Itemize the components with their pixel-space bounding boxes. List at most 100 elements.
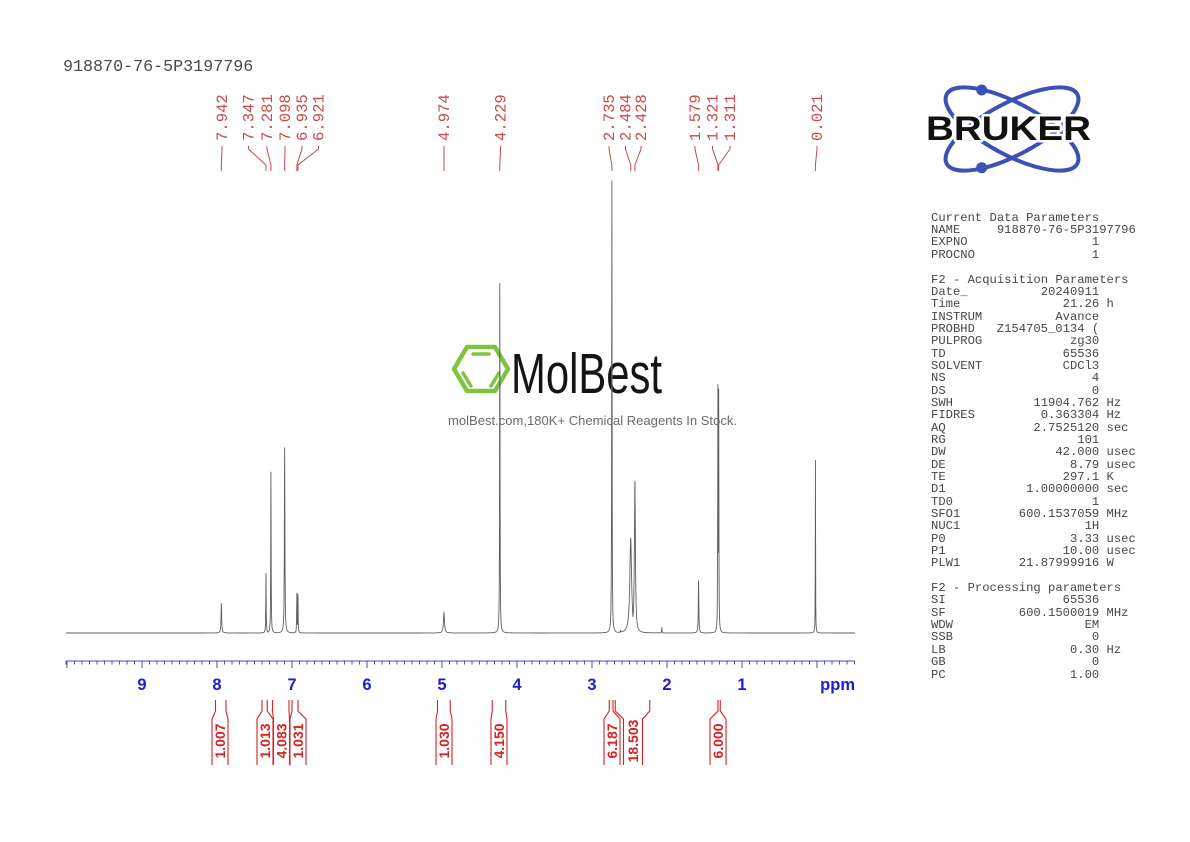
nmr-spectrum-trace [65, 180, 856, 634]
x-axis-tick-label: 4 [512, 676, 522, 694]
parameter-label: SI [931, 593, 946, 608]
parameter-row: TD 65536 [931, 346, 1181, 361]
peak-label-connector [814, 146, 818, 171]
integral-value: 1.031 [290, 723, 306, 758]
parameter-row: D1 1.00000000 sec [931, 482, 1181, 497]
parameter-unit: usec [1106, 544, 1136, 559]
parameter-label: PROCNO [931, 247, 975, 262]
parameter-value: 0.30 [1069, 642, 1100, 657]
parameter-row: SWH 11904.762 Hz [931, 395, 1181, 410]
peak-label: 2.484 [618, 94, 636, 141]
bruker-logo: BRUKER [924, 84, 1094, 174]
parameter-value: 42.000 [1055, 445, 1100, 460]
watermark-brand: MolBest [511, 342, 662, 406]
parameter-value: 1.00000000 [1026, 482, 1100, 497]
peak-label-connector [220, 146, 223, 171]
parameter-row: PC 1.00 [931, 667, 1181, 682]
parameter-label: DS [931, 383, 946, 398]
integral-bracket [614, 700, 651, 765]
parameter-row: SI 65536 [931, 593, 1181, 608]
parameter-unit: sec [1106, 420, 1129, 435]
parameter-value: 65536 [1062, 593, 1100, 608]
parameter-unit: usec [1106, 445, 1136, 460]
parameter-row: SOLVENT CDCl3 [931, 358, 1181, 373]
parameter-section: F2 - Processing parameters SI 65536 SF 600.1… [931, 582, 1181, 681]
parameter-value: 65536 [1062, 346, 1100, 361]
parameter-value: 3.33 [1069, 531, 1100, 546]
parameter-label: SSB [931, 630, 953, 645]
parameter-value: 10.00 [1062, 544, 1100, 559]
parameter-row: TD0 1 [931, 494, 1181, 509]
parameter-value: 4 [1091, 371, 1100, 386]
peak-label-connector [297, 146, 319, 171]
peak-label: 0.021 [809, 94, 827, 141]
parameter-label: DW [931, 445, 946, 460]
parameter-row: NS 4 [931, 371, 1181, 386]
parameter-value: 1.00 [1069, 667, 1100, 682]
parameter-row: DS 0 [931, 383, 1181, 398]
peak-label: 1.311 [722, 94, 740, 141]
x-axis-ticks [65, 661, 855, 668]
parameter-value: CDCl3 [1062, 358, 1100, 373]
peak-label-connector [634, 146, 642, 171]
x-axis-tick-label: 9 [137, 676, 146, 694]
parameter-label: SWH [931, 395, 953, 410]
parameter-label: PLW1 [931, 556, 961, 571]
parameter-value: 1 [1091, 494, 1100, 509]
integral-bracket [289, 700, 307, 765]
peak-label-connector [712, 146, 719, 171]
parameter-value: Avance [1055, 309, 1100, 324]
peak-label-connector [296, 146, 303, 171]
orbit-ellipse-1 [943, 85, 1081, 173]
integral-regions: 1.007 1.013 4.083 1.031 1.030 4.150 6.187 18.50… [211, 700, 727, 765]
integral-value: 4.083 [274, 723, 290, 758]
parameter-unit: K [1106, 470, 1114, 485]
parameter-row: Date_ 20240911 [931, 286, 1181, 299]
parameter-label: SOLVENT [931, 358, 983, 373]
parameter-listing: Current Data Parameters NAME 918870-76-5P3… [931, 211, 1181, 681]
parameter-row: Time 21.26 h [931, 298, 1181, 311]
x-axis: 9 8 7 6 5 4 3 2 1 ppm [65, 660, 855, 694]
parameter-section-title: F2 - Acquisition Parameters [931, 272, 1129, 287]
peak-label-connector [248, 146, 267, 171]
parameter-unit: sec [1106, 482, 1129, 497]
parameter-unit: Hz [1106, 408, 1122, 423]
peak-label-connector [625, 146, 632, 171]
peak-label: 6.921 [311, 94, 329, 141]
parameter-label: NAME [931, 223, 961, 238]
parameter-value: zg30 [1069, 334, 1100, 349]
integral-value: 4.150 [491, 723, 507, 758]
parameter-value: 918870-76-5P3197796 [996, 223, 1136, 238]
parameter-label: TD [931, 346, 946, 361]
bruker-wordmark: BRUKER [926, 110, 1091, 148]
x-axis-tick-label: 5 [437, 676, 446, 694]
parameter-row: EXPNO 1 [931, 236, 1181, 249]
parameter-value: 0 [1091, 383, 1100, 398]
parameter-unit: usec [1106, 457, 1136, 472]
peak-label: 7.281 [259, 94, 277, 141]
parameter-label: NS [931, 371, 946, 386]
parameter-label: NUC1 [931, 519, 961, 534]
peak-label-connector [608, 146, 613, 171]
parameter-label: SFO1 [931, 507, 961, 522]
double-bond-left [461, 371, 473, 388]
parameter-row: WDW EM [931, 618, 1181, 633]
parameter-label: FIDRES [931, 408, 975, 423]
parameter-row: TE 297.1 K [931, 470, 1181, 485]
parameter-value: 0 [1091, 630, 1100, 645]
peak-label-connector [694, 146, 700, 171]
parameter-unit: usec [1106, 531, 1136, 546]
x-axis-tick-label: 2 [662, 676, 671, 694]
parameter-value: 11904.762 [1033, 395, 1100, 410]
parameter-row: FIDRES 0.363304 Hz [931, 408, 1181, 423]
parameter-label: AQ [931, 420, 946, 435]
parameter-value: 2.7525120 [1033, 420, 1100, 435]
hexagon-outline [451, 344, 511, 394]
peak-label: 4.229 [493, 94, 511, 141]
parameter-label: WDW [931, 618, 953, 633]
peak-label: 1.321 [705, 94, 723, 141]
parameter-row: DW 42.000 usec [931, 445, 1181, 460]
watermark-tagline: molBest.com,180K+ Chemical Reagents In S… [448, 413, 737, 428]
peak-label: 7.098 [277, 94, 295, 141]
